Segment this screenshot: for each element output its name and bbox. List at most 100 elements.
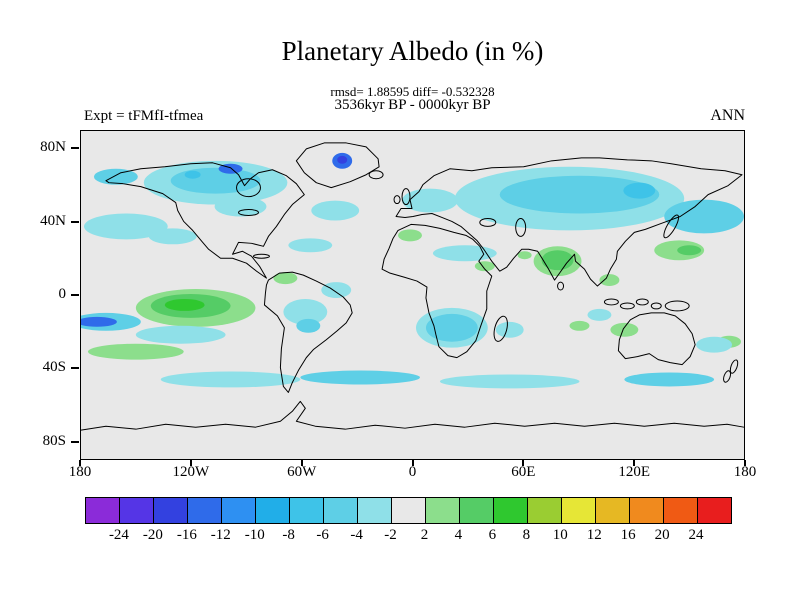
lon-tick-mark <box>522 460 525 466</box>
colorbar-cell <box>324 498 358 523</box>
lat-tick-mark <box>71 367 79 370</box>
black-sea-outline <box>479 217 497 227</box>
lon-tick-mark <box>300 460 303 466</box>
eurasia-outline <box>395 157 743 287</box>
britain-outline <box>401 188 411 206</box>
colorbar-cell <box>154 498 188 523</box>
lat-tick-mark <box>71 294 79 296</box>
experiment-label: Expt = tFMfI-tfmea <box>84 108 204 124</box>
colorbar-level-label: -16 <box>176 527 197 543</box>
colorbar-cell <box>290 498 324 523</box>
lat-tick-mark <box>71 440 79 443</box>
borneo-outline <box>635 298 649 306</box>
colorbar-cell <box>460 498 494 523</box>
colorbar-level-label: -6 <box>316 527 329 543</box>
new-guinea-outline <box>664 300 690 312</box>
colorbar-level-label: 24 <box>688 527 704 543</box>
colorbar-cell <box>188 498 222 523</box>
iceland-outline <box>368 170 384 180</box>
colorbar-cell <box>222 498 256 523</box>
colorbar-cell <box>528 498 562 523</box>
lon-tick-mark <box>189 460 192 466</box>
sri-lanka-outline <box>557 281 565 291</box>
lon-tick-mark <box>633 460 636 466</box>
java-outline <box>619 302 635 310</box>
lat-tick-label: 80S <box>42 432 66 449</box>
colorbar-cell <box>392 498 426 523</box>
colorbar-cell <box>120 498 154 523</box>
lat-tick-label: 80N <box>40 139 66 156</box>
colorbar-cell <box>664 498 698 523</box>
colorbar <box>85 497 732 524</box>
map-canvas <box>81 131 744 459</box>
season-label: ANN <box>710 107 745 124</box>
lon-tick-label: 60E <box>511 464 536 480</box>
colorbar-level-label: 10 <box>552 527 568 543</box>
lat-tick-mark <box>71 220 79 223</box>
antarctica-outline <box>81 400 744 431</box>
latitude-axis: 80N 40N 0 40S 80S <box>26 130 74 460</box>
lon-tick-label: 180 <box>68 464 92 480</box>
lon-tick-label: 120W <box>172 464 210 480</box>
colorbar-labels: -24 -20 -16 -12 -10 -8 -6 -4 -2 2 4 6 8 10 12 16 20 24 <box>85 527 730 547</box>
lat-tick-label: 40N <box>40 212 66 229</box>
colorbar-level-label: 16 <box>620 527 636 543</box>
period-subtitle: 3536kyr BP - 0000kyr BP <box>334 97 491 113</box>
greenland-outline <box>295 142 380 189</box>
colorbar-level-label: 20 <box>654 527 670 543</box>
lat-tick-mark <box>71 147 79 150</box>
australia-outline <box>617 312 696 366</box>
colorbar-level-label: -10 <box>244 527 265 543</box>
colorbar-level-label: 8 <box>522 527 531 543</box>
colorbar-level-label: 2 <box>420 527 429 543</box>
madagascar-outline <box>493 315 508 342</box>
page-title: Planetary Albedo (in %) <box>281 36 544 66</box>
colorbar-cell <box>256 498 290 523</box>
continent-outlines <box>81 142 744 431</box>
cuba-outline <box>252 253 270 259</box>
sumatra-outline <box>603 298 619 306</box>
lon-tick-mark <box>411 460 414 466</box>
colorbar-cell <box>426 498 460 523</box>
colorbar-cell <box>358 498 392 523</box>
south-america-outline <box>263 271 353 393</box>
lon-tick-mark <box>79 460 81 466</box>
anomaly-patches <box>81 152 744 389</box>
colorbar-cell <box>86 498 120 523</box>
colorbar-cell <box>494 498 528 523</box>
colorbar-cell <box>630 498 664 523</box>
lat-tick-label: 0 <box>58 286 67 302</box>
colorbar-level-label: -24 <box>108 527 129 543</box>
colorbar-cell <box>698 498 731 523</box>
ireland-outline <box>393 195 401 205</box>
new-zealand-north-outline <box>729 359 739 374</box>
lat-tick-label: 40S <box>42 359 66 376</box>
caspian-sea-outline <box>515 217 527 237</box>
colorbar-cell <box>596 498 630 523</box>
new-zealand-south-outline <box>723 370 732 383</box>
colorbar-level-label: 4 <box>454 527 463 543</box>
world-map <box>80 130 745 460</box>
colorbar-level-label: -2 <box>384 527 397 543</box>
africa-outline <box>381 223 493 359</box>
lon-tick-label: 120E <box>618 464 650 480</box>
longitude-axis: 180 120W 60W 0 60E 120E 180 <box>69 464 757 484</box>
sulawesi-outline <box>650 302 662 310</box>
colorbar-level-label: -20 <box>142 527 163 543</box>
japan-outline <box>663 214 680 239</box>
lon-tick-label: 180 <box>733 464 757 480</box>
colorbar-level-label: 12 <box>586 527 602 543</box>
lon-tick-label: 0 <box>408 464 417 480</box>
colorbar-cell <box>562 498 596 523</box>
great-lakes-outline <box>238 209 259 216</box>
colorbar-level-label: -4 <box>350 527 363 543</box>
colorbar-level-label: -8 <box>282 527 295 543</box>
north-america-outline <box>105 162 305 279</box>
stats-subtitle: rmsd= 1.88595 diff= -0.532328 <box>330 84 495 99</box>
colorbar-level-label: 6 <box>488 527 497 543</box>
colorbar-level-label: -12 <box>210 527 231 543</box>
lon-tick-mark <box>744 460 746 466</box>
lon-tick-label: 60W <box>287 464 317 480</box>
hudson-bay-outline <box>236 178 261 198</box>
